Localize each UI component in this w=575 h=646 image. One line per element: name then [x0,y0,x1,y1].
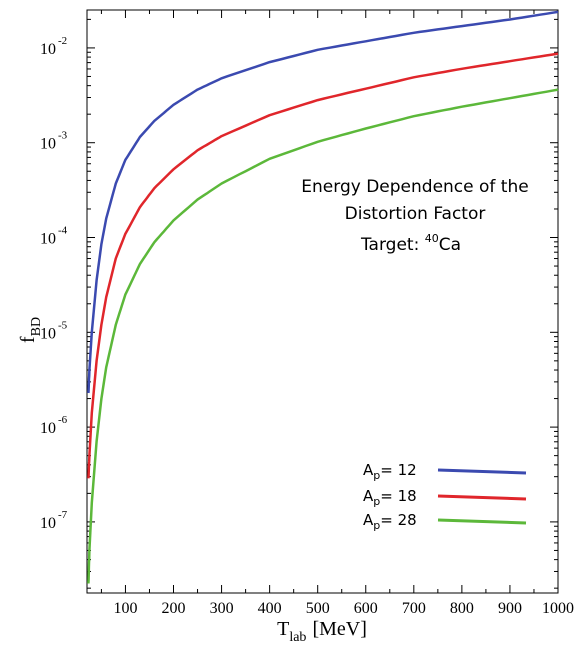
y-tick-base: 10 [40,231,56,248]
legend-swatch-ap-28 [437,518,527,525]
legend-swatch-ap-12 [437,468,527,475]
x-tick-label: 300 [210,600,234,617]
y-tick-label: 10 -7 [40,509,68,532]
plot-frame [86,9,559,594]
legend-label-value: = 12 [380,461,416,479]
x-tick-label: 200 [162,600,186,617]
annotation-line-1: Energy Dependence of the [301,177,528,197]
legend-label-ap-28: Ap= 28 [363,511,417,532]
y-tick-exponent: -6 [58,414,68,426]
annotation-line-2: Distortion Factor [345,204,486,224]
y-tick-label: 10 -5 [40,319,68,342]
legend-label-main: A [363,487,374,505]
y-tick-label: 10 -4 [40,225,68,248]
annotation-target-mass: 40 [425,232,439,245]
y-tick-label: 10 -2 [40,35,67,58]
legend-label-sub: p [373,469,380,482]
y-axis-label: fBD [17,317,44,343]
y-tick-exponent: -5 [58,319,68,331]
y-tick-exponent: -3 [58,130,68,142]
y-axis-label-sub: BD [29,317,44,336]
annotation-target-element: Ca [439,235,461,255]
x-tick-label: 900 [498,600,522,617]
legend-label-value: = 28 [380,511,416,529]
y-axis-label-main: f [17,336,39,343]
x-tick-label: 800 [450,600,474,617]
series-line-ap-28 [87,88,559,584]
chart-annotation: Energy Dependence of the Distortion Fact… [301,177,528,255]
x-tick-label: 600 [354,600,378,617]
annotation-target-prefix: Target: [360,235,425,255]
y-tick-base: 10 [40,420,56,437]
x-tick-label: 400 [258,600,282,617]
x-axis-label-main: T [277,618,289,640]
y-tick-base: 10 [40,325,56,342]
legend-label-main: A [363,461,374,479]
annotation-line-3: Target: 40Ca [360,232,461,255]
y-tick-base: 10 [40,515,56,532]
legend-label-ap-18: Ap= 18 [363,487,417,508]
x-tick-label: 1000 [542,600,574,617]
legend-swatch-ap-18 [437,494,527,501]
y-tick-exponent: -4 [58,225,68,237]
y-tick-base: 10 [40,136,56,153]
y-tick-exponent: -2 [58,35,67,47]
legend-label-sub: p [373,519,380,532]
x-tick-label: 100 [113,600,137,617]
legend-label-ap-12: Ap= 12 [363,461,417,482]
y-tick-exponent: -7 [58,509,68,521]
series-layer [87,10,559,584]
x-tick-label: 500 [306,600,330,617]
y-tick-label: 10 -6 [40,414,68,437]
legend-label-main: A [363,511,374,529]
series-line-ap-12 [87,10,559,394]
x-tick-label: 700 [402,600,426,617]
legend-label-value: = 18 [380,487,416,505]
x-axis-label-sub: lab [289,630,306,645]
series-line-ap-18 [87,52,559,479]
legend-label-sub: p [373,495,380,508]
y-tick-base: 10 [40,41,56,58]
y-tick-label: 10 -3 [40,130,68,153]
x-axis-label: Tlab [MeV] [277,618,367,645]
x-axis-label-unit: [MeV] [312,618,366,640]
